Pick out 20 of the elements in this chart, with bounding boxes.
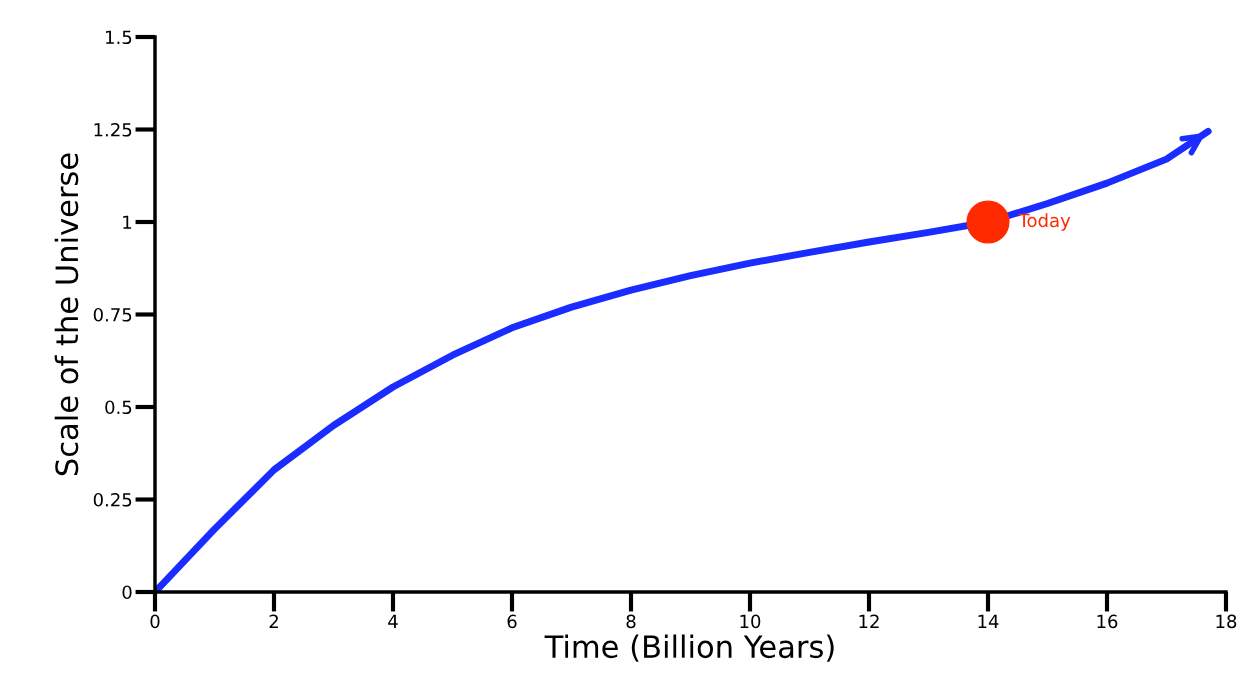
series-label: Today <box>1018 213 1071 231</box>
y-tick-label: 1.5 <box>106 30 132 45</box>
x-tick-label: 8 <box>626 614 636 629</box>
x-tick-label: 0 <box>150 614 160 629</box>
y-tick-label: 0.5 <box>105 400 132 415</box>
y-tick-label: 0 <box>122 585 132 600</box>
x-tick-label: 12 <box>859 614 879 628</box>
y-tick-label: 0.75 <box>93 307 132 322</box>
y-axis-title: Scale of the Universe <box>54 153 79 476</box>
x-tick-label: 4 <box>388 614 398 628</box>
x-tick-label: 6 <box>507 614 517 629</box>
x-tick-label: 10 <box>740 614 761 629</box>
y-tick-label: 1 <box>123 215 132 229</box>
y-tick-label: 0.25 <box>93 492 132 507</box>
x-tick-label: 18 <box>1216 614 1237 629</box>
y-tick-label: 1.25 <box>94 122 132 137</box>
x-tick-label: 2 <box>269 614 278 628</box>
x-tick-label: 16 <box>1097 614 1118 629</box>
x-tick-label: 14 <box>978 614 999 628</box>
x-axis-title: Time (Billion Years) <box>544 634 834 662</box>
